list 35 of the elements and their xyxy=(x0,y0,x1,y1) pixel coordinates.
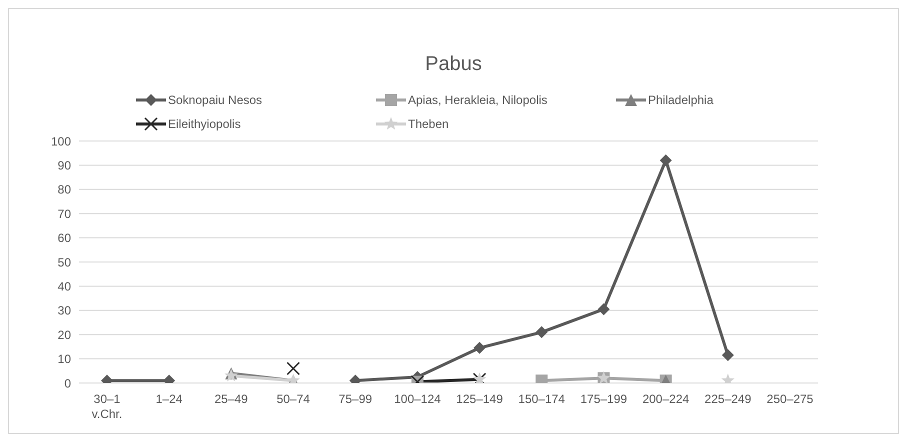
x-tick-label: 175–199 xyxy=(580,392,628,406)
x-tick-label: 1–24 xyxy=(156,392,183,406)
x-tick-label: 25–49 xyxy=(214,392,248,406)
x-tick-label: 225–249 xyxy=(704,392,752,406)
point xyxy=(536,326,548,338)
y-tick-label: 70 xyxy=(58,206,72,221)
legend-label: Eileithyiopolis xyxy=(168,117,241,131)
x-tick-label: 250–275 xyxy=(766,392,814,406)
y-tick-label: 10 xyxy=(58,352,72,366)
point xyxy=(474,342,486,354)
legend-label: Apias, Herakleia, Nilopolis xyxy=(408,93,548,107)
x-tick-label: 30–1 v.Chr. xyxy=(92,392,122,421)
x-tick-label: 75–99 xyxy=(338,392,372,406)
point xyxy=(286,362,300,376)
y-tick-label: 0 xyxy=(64,376,72,390)
point xyxy=(660,154,672,166)
chart-title: Pabus xyxy=(424,53,483,77)
x-tick-label: 200–224 xyxy=(642,392,690,406)
y-tick-label: 50 xyxy=(58,255,72,270)
y-tick-label: 40 xyxy=(58,279,72,294)
legend-label: Theben xyxy=(408,117,449,131)
x-tick-label: 100–124 xyxy=(394,392,442,406)
y-tick-label: 30 xyxy=(58,304,72,318)
y-tick-label: 20 xyxy=(58,328,72,342)
legend-label: Soknopaiu Nesos xyxy=(168,93,262,107)
x-tick-label: 150–174 xyxy=(518,392,566,406)
y-tick-label: 80 xyxy=(58,182,72,197)
y-tick-label: 100 xyxy=(50,134,72,148)
x-tick-label: 125–149 xyxy=(456,392,504,406)
point xyxy=(722,349,734,362)
legend-label: Philadelphia xyxy=(648,93,714,107)
x-tick-label: 50–74 xyxy=(276,392,310,406)
point xyxy=(598,303,610,316)
y-tick-label: 60 xyxy=(58,231,72,246)
y-tick-label: 90 xyxy=(58,158,72,172)
